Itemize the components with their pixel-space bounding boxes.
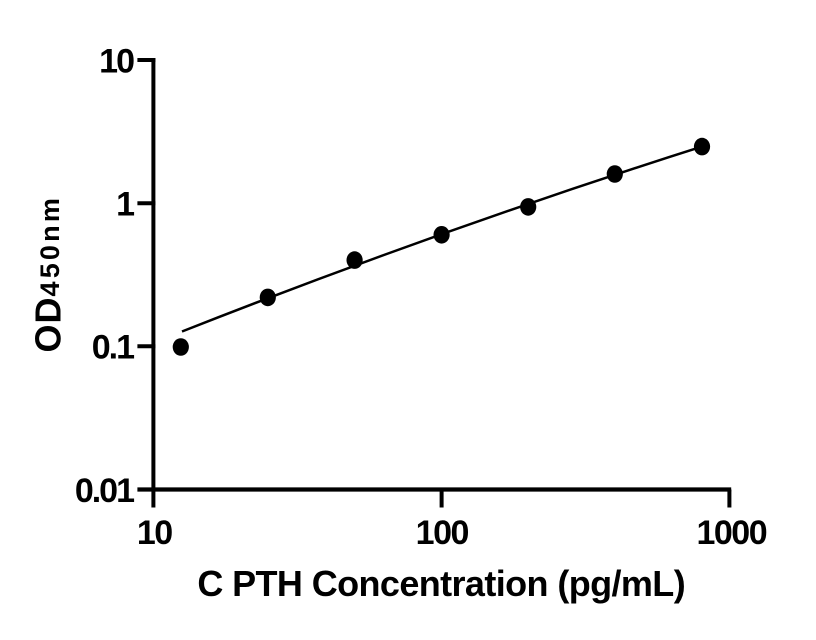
- svg-text:0.1: 0.1: [92, 329, 134, 367]
- svg-text:1000: 1000: [696, 514, 766, 552]
- svg-text:1: 1: [116, 186, 134, 224]
- svg-text:10: 10: [137, 514, 172, 552]
- svg-text:0.01: 0.01: [75, 472, 134, 510]
- svg-text:OD450nm: OD450nm: [28, 195, 69, 353]
- svg-text:10: 10: [99, 42, 134, 80]
- svg-text:C PTH Concentration (pg/mL): C PTH Concentration (pg/mL): [197, 563, 685, 604]
- svg-text:100: 100: [416, 514, 469, 552]
